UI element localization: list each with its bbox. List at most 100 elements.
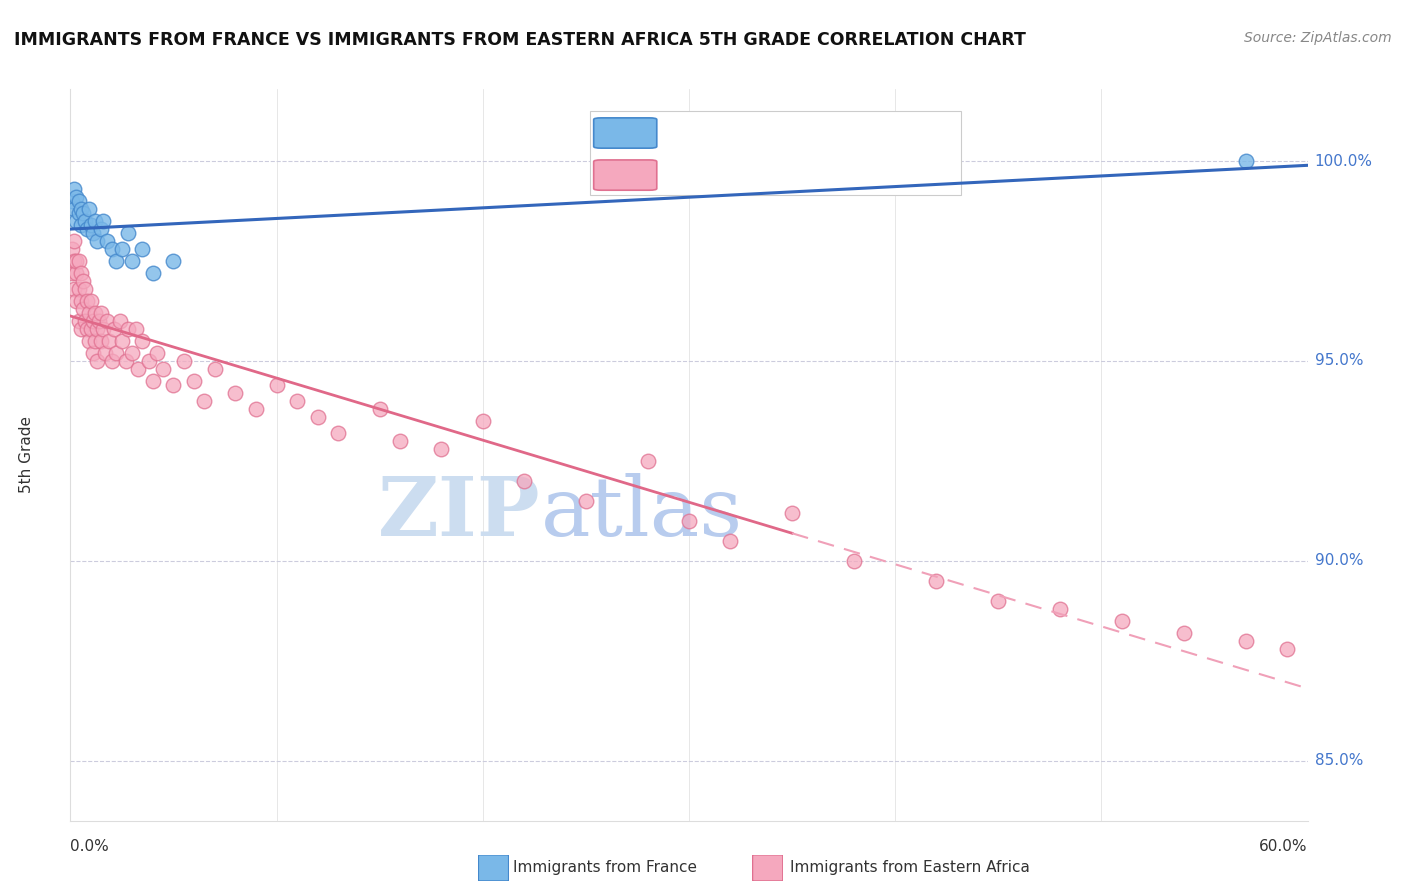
Point <box>98 334 121 348</box>
Point <box>111 334 134 348</box>
Point <box>94 346 117 360</box>
Point <box>1234 633 1257 648</box>
Point <box>117 226 139 240</box>
Point <box>328 425 350 440</box>
Point <box>72 301 94 316</box>
Point <box>86 322 108 336</box>
Point <box>389 434 412 448</box>
Text: 0.0%: 0.0% <box>70 838 110 854</box>
Point <box>82 226 104 240</box>
Point <box>63 234 86 248</box>
Point <box>67 314 90 328</box>
Point <box>86 354 108 368</box>
Text: 90.0%: 90.0% <box>1315 553 1362 568</box>
Point <box>90 306 112 320</box>
Point <box>430 442 453 456</box>
Point <box>152 362 174 376</box>
Text: 85.0%: 85.0% <box>1315 753 1362 768</box>
Point <box>86 234 108 248</box>
Point <box>121 346 143 360</box>
Point <box>63 254 86 268</box>
Text: 60.0%: 60.0% <box>1260 838 1308 854</box>
Point <box>65 214 87 228</box>
Point <box>76 222 98 236</box>
Point <box>84 214 107 228</box>
Point <box>69 266 91 280</box>
Point <box>146 346 169 360</box>
Point <box>718 533 741 548</box>
Point <box>842 174 865 188</box>
Point <box>183 374 205 388</box>
Point <box>266 378 288 392</box>
Text: 100.0%: 100.0% <box>1315 153 1372 169</box>
Text: 95.0%: 95.0% <box>1315 353 1362 368</box>
Point <box>173 354 195 368</box>
Point <box>637 454 659 468</box>
Point <box>77 202 100 216</box>
Point <box>67 206 90 220</box>
Text: Source: ZipAtlas.com: Source: ZipAtlas.com <box>1244 31 1392 45</box>
Point <box>69 202 91 216</box>
Point <box>67 282 90 296</box>
Point <box>65 190 87 204</box>
Point <box>96 234 118 248</box>
Point <box>100 354 122 368</box>
Point <box>100 242 122 256</box>
Point <box>111 242 134 256</box>
Point <box>575 494 598 508</box>
Point <box>84 306 107 320</box>
Text: 5th Grade: 5th Grade <box>20 417 35 493</box>
Point <box>65 266 87 280</box>
FancyBboxPatch shape <box>478 855 509 881</box>
Point <box>65 254 87 268</box>
Point <box>131 242 153 256</box>
Point <box>104 346 127 360</box>
Point <box>131 334 153 348</box>
Point <box>162 378 184 392</box>
Point <box>69 293 91 308</box>
Point <box>162 254 184 268</box>
Point <box>76 293 98 308</box>
Point <box>65 293 87 308</box>
Point <box>90 222 112 236</box>
Text: Immigrants from Eastern Africa: Immigrants from Eastern Africa <box>790 860 1031 874</box>
Point <box>142 266 165 280</box>
Point <box>77 334 100 348</box>
Point <box>285 394 308 409</box>
Point <box>104 254 127 268</box>
Point <box>80 293 103 308</box>
Point <box>69 218 91 232</box>
Text: atlas: atlas <box>540 474 742 553</box>
Point <box>91 322 114 336</box>
Point <box>72 206 94 220</box>
Point <box>84 334 107 348</box>
Point <box>90 334 112 348</box>
Point <box>925 574 948 588</box>
FancyBboxPatch shape <box>752 855 783 881</box>
Point <box>108 314 131 328</box>
Point <box>245 401 267 416</box>
Point <box>125 322 148 336</box>
Point <box>368 401 391 416</box>
Point <box>60 194 83 208</box>
Point <box>103 322 125 336</box>
Point <box>80 218 103 232</box>
Point <box>842 554 865 568</box>
Point <box>780 506 803 520</box>
Point <box>67 194 90 208</box>
Point <box>89 314 111 328</box>
Point <box>678 514 700 528</box>
Point <box>224 386 246 401</box>
Point <box>142 374 165 388</box>
Text: Immigrants from France: Immigrants from France <box>513 860 697 874</box>
Point <box>513 474 536 488</box>
Point <box>987 594 1010 608</box>
Point <box>80 322 103 336</box>
Point <box>91 214 114 228</box>
Point <box>204 362 226 376</box>
Point <box>76 322 98 336</box>
Point <box>96 314 118 328</box>
Point <box>307 409 329 424</box>
Point <box>72 274 94 288</box>
Text: IMMIGRANTS FROM FRANCE VS IMMIGRANTS FROM EASTERN AFRICA 5TH GRADE CORRELATION C: IMMIGRANTS FROM FRANCE VS IMMIGRANTS FRO… <box>14 31 1026 49</box>
